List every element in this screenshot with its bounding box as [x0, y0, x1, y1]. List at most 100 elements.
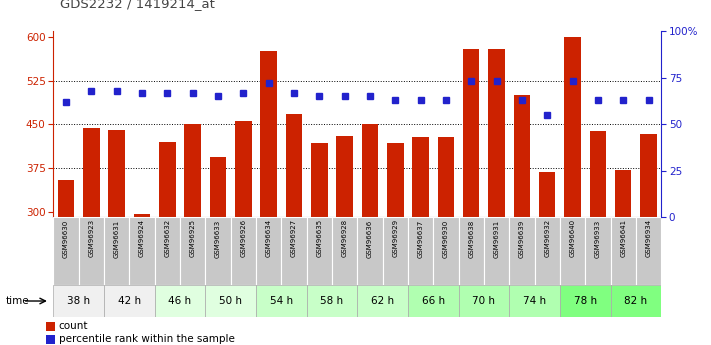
Bar: [104, 217, 129, 285]
Text: 82 h: 82 h: [624, 296, 648, 306]
Bar: [154, 217, 180, 285]
Bar: [210, 157, 226, 217]
Bar: [412, 137, 429, 217]
Bar: [205, 285, 256, 317]
Bar: [383, 217, 408, 285]
Bar: [438, 137, 454, 217]
Text: GSM96931: GSM96931: [493, 219, 500, 258]
Text: GSM96633: GSM96633: [215, 219, 221, 258]
Bar: [641, 134, 657, 217]
Text: GSM96932: GSM96932: [544, 219, 550, 257]
Bar: [611, 217, 636, 285]
Bar: [589, 131, 606, 217]
Bar: [154, 285, 205, 317]
Text: GSM96928: GSM96928: [341, 219, 348, 257]
Text: GSM96632: GSM96632: [164, 219, 171, 257]
Text: 54 h: 54 h: [269, 296, 293, 306]
Text: percentile rank within the sample: percentile rank within the sample: [59, 334, 235, 344]
Bar: [46, 335, 55, 344]
Bar: [159, 142, 176, 217]
Bar: [357, 285, 408, 317]
Bar: [46, 322, 55, 331]
Bar: [488, 49, 505, 217]
Bar: [357, 217, 383, 285]
Bar: [230, 217, 256, 285]
Bar: [311, 143, 328, 217]
Text: 46 h: 46 h: [169, 296, 191, 306]
Bar: [306, 217, 332, 285]
Text: GSM96635: GSM96635: [316, 219, 322, 257]
Text: 62 h: 62 h: [371, 296, 394, 306]
Bar: [235, 121, 252, 217]
Text: GSM96634: GSM96634: [266, 219, 272, 257]
Bar: [260, 51, 277, 217]
Text: GSM96640: GSM96640: [570, 219, 576, 257]
Text: time: time: [6, 296, 29, 306]
Bar: [615, 170, 631, 217]
Text: GSM96923: GSM96923: [88, 219, 95, 257]
Bar: [560, 217, 585, 285]
Bar: [459, 285, 509, 317]
Bar: [282, 217, 306, 285]
Text: GSM96639: GSM96639: [519, 219, 525, 258]
Bar: [585, 217, 611, 285]
Bar: [256, 217, 282, 285]
Bar: [484, 217, 509, 285]
Bar: [104, 285, 154, 317]
Text: GSM96929: GSM96929: [392, 219, 398, 257]
Bar: [636, 217, 661, 285]
Bar: [256, 285, 306, 317]
Bar: [509, 217, 535, 285]
Bar: [539, 172, 555, 217]
Text: GDS2232 / 1419214_at: GDS2232 / 1419214_at: [60, 0, 215, 10]
Bar: [535, 217, 560, 285]
Text: GSM96927: GSM96927: [291, 219, 297, 257]
Bar: [306, 285, 357, 317]
Bar: [560, 285, 611, 317]
Text: GSM96926: GSM96926: [240, 219, 246, 257]
Text: 74 h: 74 h: [523, 296, 546, 306]
Bar: [332, 217, 358, 285]
Text: 50 h: 50 h: [219, 296, 242, 306]
Bar: [184, 124, 201, 217]
Bar: [336, 136, 353, 217]
Bar: [509, 285, 560, 317]
Bar: [205, 217, 230, 285]
Bar: [513, 95, 530, 217]
Bar: [108, 130, 125, 217]
Bar: [463, 49, 479, 217]
Bar: [611, 285, 661, 317]
Bar: [180, 217, 205, 285]
Text: 58 h: 58 h: [321, 296, 343, 306]
Bar: [83, 128, 100, 217]
Text: count: count: [59, 322, 88, 331]
Bar: [58, 179, 74, 217]
Text: 42 h: 42 h: [118, 296, 141, 306]
Bar: [134, 215, 150, 217]
Bar: [433, 217, 459, 285]
Bar: [53, 217, 79, 285]
Text: GSM96637: GSM96637: [417, 219, 424, 258]
Bar: [408, 217, 433, 285]
Text: 66 h: 66 h: [422, 296, 445, 306]
Bar: [129, 217, 155, 285]
Text: GSM96630: GSM96630: [63, 219, 69, 258]
Text: GSM96636: GSM96636: [367, 219, 373, 258]
Text: 70 h: 70 h: [472, 296, 496, 306]
Text: GSM96930: GSM96930: [443, 219, 449, 258]
Text: GSM96924: GSM96924: [139, 219, 145, 257]
Bar: [387, 143, 404, 217]
Bar: [53, 285, 104, 317]
Text: GSM96638: GSM96638: [469, 219, 474, 258]
Text: GSM96641: GSM96641: [620, 219, 626, 257]
Bar: [565, 37, 581, 217]
Bar: [286, 114, 302, 217]
Text: 38 h: 38 h: [67, 296, 90, 306]
Text: GSM96933: GSM96933: [595, 219, 601, 258]
Bar: [408, 285, 459, 317]
Text: 78 h: 78 h: [574, 296, 597, 306]
Text: GSM96934: GSM96934: [646, 219, 651, 257]
Text: GSM96925: GSM96925: [190, 219, 196, 257]
Bar: [79, 217, 104, 285]
Bar: [362, 124, 378, 217]
